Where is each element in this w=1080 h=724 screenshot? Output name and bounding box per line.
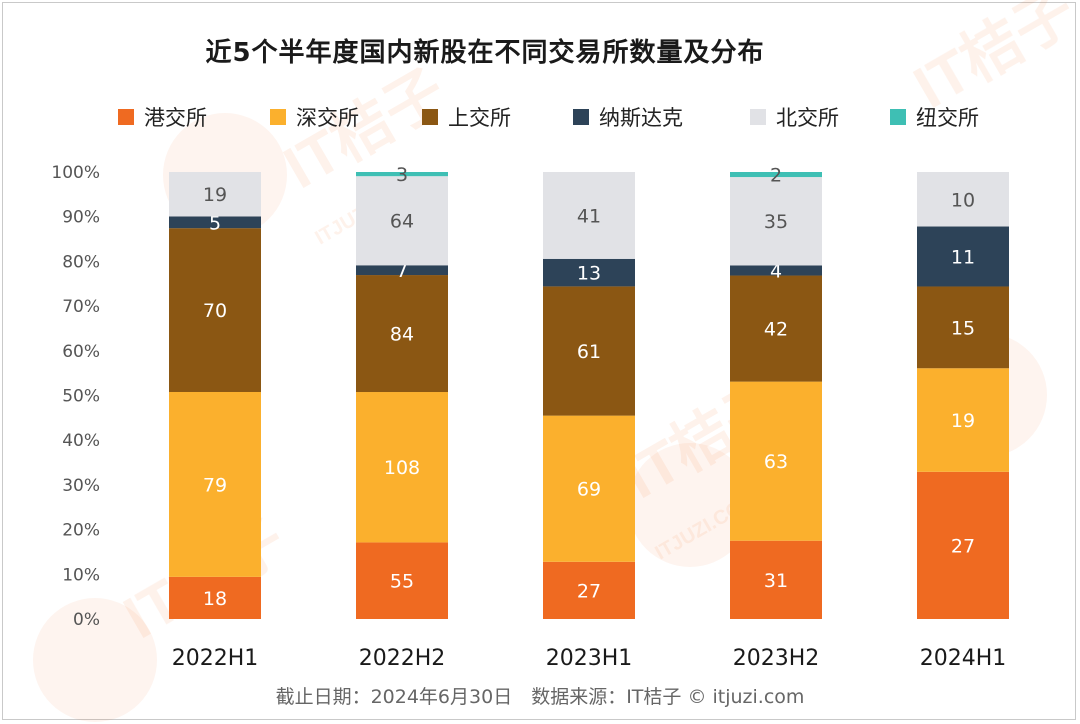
legend-swatch (118, 109, 134, 125)
data-label: 7 (396, 260, 408, 282)
y-tick-label: 100% (51, 163, 100, 183)
bar-segment (543, 172, 635, 259)
legend-swatch (270, 109, 286, 125)
legend-item: 纽交所 (890, 102, 979, 132)
x-tick-label: 2022H1 (172, 646, 259, 671)
data-label: 19 (203, 184, 227, 206)
legend-label: 上交所 (448, 106, 511, 130)
bar-segment (356, 265, 448, 276)
source-note: 截止日期：2024年6月30日 数据来源：IT桔子 © itjuzi.com (275, 686, 805, 708)
data-label: 3 (396, 164, 408, 186)
bar-segment (356, 176, 448, 266)
legend-item: 深交所 (270, 102, 359, 132)
legend-label: 纽交所 (916, 106, 979, 130)
bar-segment (917, 471, 1009, 619)
data-label: 10 (951, 189, 975, 211)
data-label: 13 (577, 263, 601, 285)
bar-segment (730, 265, 822, 276)
legend: 港交所 深交所 上交所 纳斯达克 北交所 纽交所 (118, 102, 1018, 136)
bar-segment (917, 368, 1009, 472)
bar-segment (730, 172, 822, 178)
bar-segment (543, 258, 635, 287)
data-label: 64 (390, 211, 414, 233)
y-tick-label: 70% (62, 297, 100, 317)
y-tick-label: 20% (62, 521, 100, 541)
data-label: 84 (390, 324, 414, 346)
data-label: 61 (577, 341, 601, 363)
data-label: 35 (764, 211, 788, 233)
y-tick-label: 80% (62, 252, 100, 272)
legend-swatch (750, 109, 766, 125)
bar-segment (543, 415, 635, 562)
bar-segment (543, 561, 635, 619)
bar-segment (169, 391, 261, 577)
bar-segment (730, 540, 822, 619)
data-label: 63 (764, 451, 788, 473)
data-label: 4 (770, 260, 782, 282)
legend-label: 纳斯达克 (599, 106, 683, 130)
data-label: 15 (951, 317, 975, 339)
bar-segment (356, 392, 448, 543)
bar-segment (169, 172, 261, 217)
x-tick-label: 2023H2 (733, 646, 820, 671)
legend-label: 深交所 (296, 106, 359, 130)
chart-title: 近5个半年度国内新股在不同交易所数量及分布 (205, 38, 765, 68)
legend-label: 港交所 (144, 106, 207, 130)
bar-segment (356, 275, 448, 393)
bar-segment (917, 172, 1009, 227)
legend-swatch (422, 109, 438, 125)
bar-segment (730, 177, 822, 266)
bar-segment (356, 172, 448, 177)
data-label: 5 (209, 212, 221, 234)
data-label: 79 (203, 474, 227, 496)
bar-segment (169, 228, 261, 392)
legend-item: 纳斯达克 (573, 102, 683, 132)
legend-label: 北交所 (776, 106, 839, 130)
x-tick-label: 2024H1 (920, 646, 1007, 671)
data-label: 42 (764, 319, 788, 341)
data-label: 41 (577, 205, 601, 227)
data-label: 31 (764, 570, 788, 592)
data-label: 55 (390, 571, 414, 593)
legend-swatch (573, 109, 589, 125)
y-tick-label: 0% (73, 610, 100, 630)
data-label: 108 (384, 457, 420, 479)
data-label: 18 (203, 588, 227, 610)
y-tick-label: 10% (62, 565, 100, 585)
data-label: 19 (951, 410, 975, 432)
bar-segment (169, 216, 261, 229)
bar-segment (917, 226, 1009, 287)
bar-segment (356, 542, 448, 619)
y-tick-label: 50% (62, 387, 100, 407)
data-label: 69 (577, 479, 601, 501)
x-tick-label: 2023H1 (546, 646, 633, 671)
y-tick-label: 30% (62, 476, 100, 496)
data-label: 2 (770, 165, 782, 187)
legend-item: 港交所 (118, 102, 207, 132)
bar-segment (169, 576, 261, 619)
legend-item: 上交所 (422, 102, 511, 132)
y-tick-label: 90% (62, 208, 100, 228)
data-label: 27 (951, 535, 975, 557)
bar-segment (730, 381, 822, 541)
data-label: 70 (203, 300, 227, 322)
data-label: 27 (577, 580, 601, 602)
bar-segment (917, 286, 1009, 369)
data-label: 11 (951, 246, 975, 268)
x-tick-label: 2022H2 (359, 646, 446, 671)
y-tick-label: 60% (62, 342, 100, 362)
legend-swatch (890, 109, 906, 125)
legend-item: 北交所 (750, 102, 839, 132)
bar-segment (543, 286, 635, 416)
bar-segment (730, 275, 822, 382)
y-tick-label: 40% (62, 431, 100, 451)
